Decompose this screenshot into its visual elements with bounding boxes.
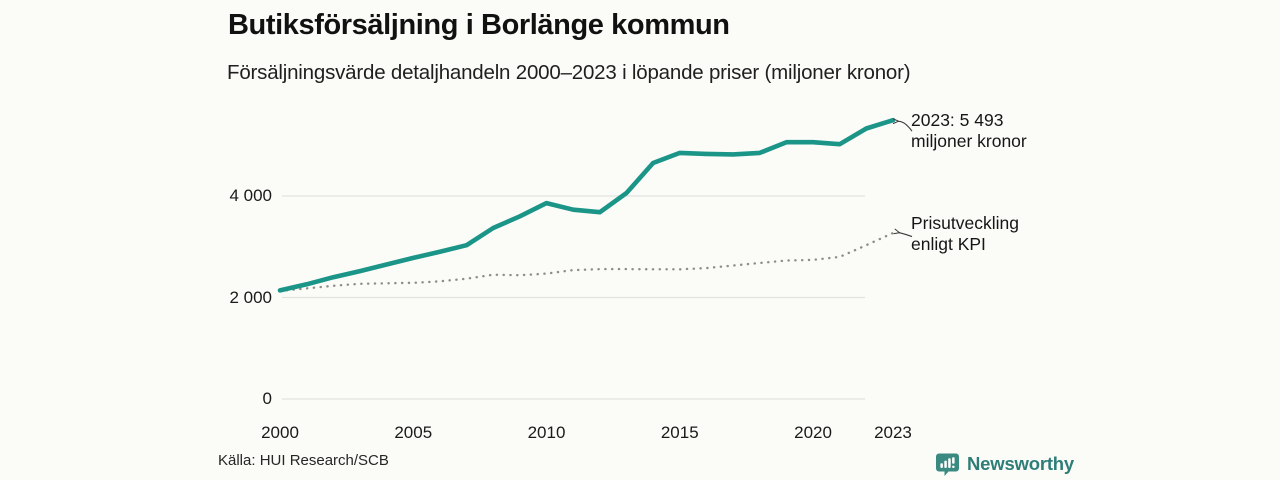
x-tick-label: 2020 [794,423,832,442]
y-tick-label: 0 [262,389,272,408]
annotation-kpi: Prisutveckling enligt KPI [911,213,1019,255]
chart-subtitle: Försäljningsvärde detaljhandeln 2000–202… [227,61,911,84]
annotation-kpi-line1: Prisutveckling [911,213,1019,233]
annotation-arrow-kpi [899,233,913,238]
kpi-dotted-line [278,231,895,293]
newsworthy-logo: Newsworthy [935,451,1074,477]
annotation-arrow-sales [898,121,913,132]
sales-line [277,117,896,293]
annotation-last-value-line1: 2023: 5 493 [911,110,1004,130]
gridlines [282,195,865,400]
y-tick-label: 2 000 [229,287,272,307]
chart-title: Butiksförsäljning i Borlänge kommun [228,9,730,41]
annotation-kpi-line2: enligt KPI [911,234,986,254]
annotation-last-value: 2023: 5 493 miljoner kronor [911,110,1027,152]
source-note: Källa: HUI Research/SCB [218,452,389,469]
x-tick-label: 2015 [660,423,699,442]
x-tick-label: 2023 [874,423,912,442]
newsworthy-bubble-chart-icon [936,453,959,476]
x-tick-label: 2005 [394,423,433,442]
newsworthy-wordmark: Newsworthy [967,453,1074,474]
x-tick-label: 2010 [527,423,566,442]
annotation-last-value-line2: miljoner kronor [911,131,1027,151]
x-tick-label: 2000 [261,423,299,442]
y-tick-label: 4 000 [229,186,272,205]
